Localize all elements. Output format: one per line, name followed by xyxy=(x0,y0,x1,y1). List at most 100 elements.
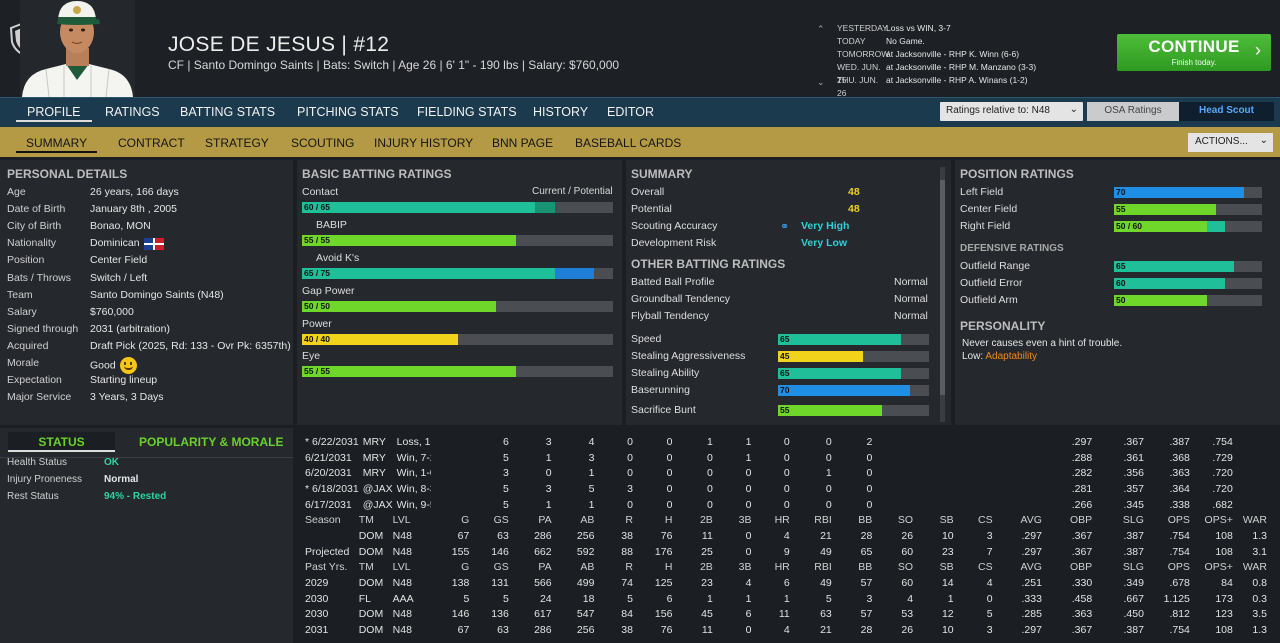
tab-scouting[interactable]: SCOUTING xyxy=(291,136,355,150)
stats-cell: .363 xyxy=(1169,467,1190,480)
stats-cell: 0 xyxy=(627,498,633,511)
batting-rating-label: Avoid K's xyxy=(316,252,360,264)
schedule-day: THU. JUN. 26 xyxy=(837,75,879,98)
stats-cell: 1 xyxy=(825,467,832,480)
tab-bnn-page[interactable]: BNN PAGE xyxy=(492,136,554,150)
stats-cell xyxy=(954,481,993,497)
schedule-down-icon[interactable]: ⌄ xyxy=(817,77,825,87)
defensive-rating-bar: 60 xyxy=(1114,278,1262,289)
stats-cell: 5 xyxy=(463,592,470,605)
stats-cell: 499 xyxy=(576,577,595,590)
stats-cell: SLG xyxy=(1122,514,1144,527)
stats-cell: H xyxy=(664,514,673,527)
stats-cell: 4 xyxy=(986,577,993,590)
stats-cell: .364 xyxy=(1169,482,1190,495)
stats-cell: OBP xyxy=(1070,514,1093,527)
stats-cell: 2 xyxy=(866,435,873,448)
stats-cell: 6/17/2031 xyxy=(305,498,352,511)
stats-cell: 18 xyxy=(582,592,595,605)
batting-rating-label: Gap Power xyxy=(302,285,355,297)
ratings-relative-select[interactable]: Ratings relative to: N48 ⌄ xyxy=(940,102,1083,121)
other-rating-value: Normal xyxy=(894,276,928,288)
stats-cell: AB xyxy=(580,514,595,527)
stats-cell: 63 xyxy=(497,624,509,637)
stats-cell: 0 xyxy=(783,435,790,448)
smiley-face-icon xyxy=(119,357,137,374)
stats-cell: 1 xyxy=(588,498,595,511)
tab-injury-history[interactable]: INJURY HISTORY xyxy=(374,136,474,150)
stats-cell: HR xyxy=(774,514,790,527)
tab-fielding-stats[interactable]: FIELDING STATS xyxy=(417,105,517,119)
personal-detail-row: Position Center Field xyxy=(7,254,293,269)
schedule-info: at Jacksonville - RHP A. Winans (1-2) xyxy=(886,75,1028,85)
stats-cell: 57 xyxy=(860,608,873,621)
osa-ratings-button[interactable]: OSA Ratings xyxy=(1087,102,1179,121)
defensive-ratings-title: DEFENSIVE RATINGS xyxy=(960,243,1064,254)
personal-details-panel: PERSONAL DETAILS xyxy=(0,160,293,425)
stats-cell: DOM xyxy=(358,545,384,558)
tab-profile[interactable]: PROFILE xyxy=(16,105,92,122)
tab-ratings[interactable]: RATINGS xyxy=(105,105,160,119)
stats-cell: Win, 7-2 xyxy=(396,451,431,464)
position-rating-bar-value: 50 / 60 xyxy=(1116,221,1142,231)
position-rating-bar-current-fill xyxy=(1114,204,1216,215)
tab-baseball-cards[interactable]: BASEBALL CARDS xyxy=(575,136,682,150)
schedule-info: No Game. xyxy=(886,36,925,46)
stats-cell: 0 xyxy=(666,467,673,480)
schedule-up-icon[interactable]: ⌃ xyxy=(817,24,825,34)
stats-cell: 2B xyxy=(699,514,713,527)
tab-popularity-morale[interactable]: POPULARITY & MORALE xyxy=(139,435,284,449)
stats-cell: N48 xyxy=(392,577,412,590)
stats-cell: 67 xyxy=(457,624,470,637)
tab-strategy[interactable]: STRATEGY xyxy=(205,136,269,150)
stats-cell xyxy=(431,497,470,513)
tab-summary[interactable]: SUMMARY xyxy=(16,136,98,153)
tab-batting-stats[interactable]: BATTING STATS xyxy=(180,105,276,119)
personal-detail-label: Team xyxy=(7,288,33,301)
stats-cell: .297 xyxy=(1021,624,1042,637)
stats-cell: SB xyxy=(939,514,954,527)
tab-history[interactable]: HISTORY xyxy=(533,105,589,119)
stats-cell: DOM xyxy=(358,624,384,637)
stats-cell: 76 xyxy=(660,624,673,637)
batting-rating-bar: 55 / 55 xyxy=(302,366,613,377)
personal-detail-row: Age 26 years, 166 days xyxy=(7,186,293,201)
stats-cell: BB xyxy=(858,561,873,574)
status-value: 94% - Rested xyxy=(104,491,167,502)
stats-cell: 3 xyxy=(502,467,509,480)
stats-cell: 0 xyxy=(783,482,790,495)
tab-editor[interactable]: EDITOR xyxy=(607,105,654,119)
head-scout-button[interactable]: Head Scout xyxy=(1179,102,1274,121)
stats-cell: Win, 8-3 xyxy=(396,482,431,495)
stats-cell: N48 xyxy=(392,608,412,621)
stats-cell: PA xyxy=(538,514,552,527)
stats-cell: .297 xyxy=(1021,529,1042,542)
position-ratings-title: POSITION RATINGS xyxy=(960,167,1074,181)
personal-detail-label: Morale xyxy=(7,357,40,369)
summary-scrollbar-thumb[interactable] xyxy=(940,180,945,395)
chevron-right-icon: › xyxy=(1255,40,1261,60)
stats-cell: TM xyxy=(358,561,374,574)
stats-cell: 5 xyxy=(986,608,993,621)
stats-cell: 21 xyxy=(820,529,832,542)
stats-cell: .387 xyxy=(1123,545,1144,558)
batting-rating-bar: 40 / 40 xyxy=(302,334,613,345)
other-rating-value: Normal xyxy=(894,310,928,322)
tab-contract[interactable]: CONTRACT xyxy=(118,136,185,150)
tab-pitching-stats[interactable]: PITCHING STATS xyxy=(297,105,399,119)
stats-cell: 7 xyxy=(986,545,993,558)
summary-value: 48 xyxy=(848,186,860,198)
stats-cell: 0 xyxy=(545,467,552,480)
running-rating-bar: 65 xyxy=(778,368,929,379)
schedule-day: WED. JUN. 25 xyxy=(837,62,881,85)
tab-status[interactable]: STATUS xyxy=(8,432,115,452)
actions-dropdown[interactable]: ACTIONS... ⌄ xyxy=(1188,133,1273,152)
schedule-day: TODAY xyxy=(837,36,866,46)
running-rating-bar-current-fill xyxy=(778,405,882,416)
defensive-rating-bar-current-fill xyxy=(1114,295,1207,306)
stats-cell: .281 xyxy=(1071,482,1093,495)
continue-button[interactable]: CONTINUE Finish today. › xyxy=(1117,34,1271,71)
personal-detail-row: Major Service 3 Years, 3 Days xyxy=(7,391,293,406)
personal-detail-value: Center Field xyxy=(90,254,148,267)
